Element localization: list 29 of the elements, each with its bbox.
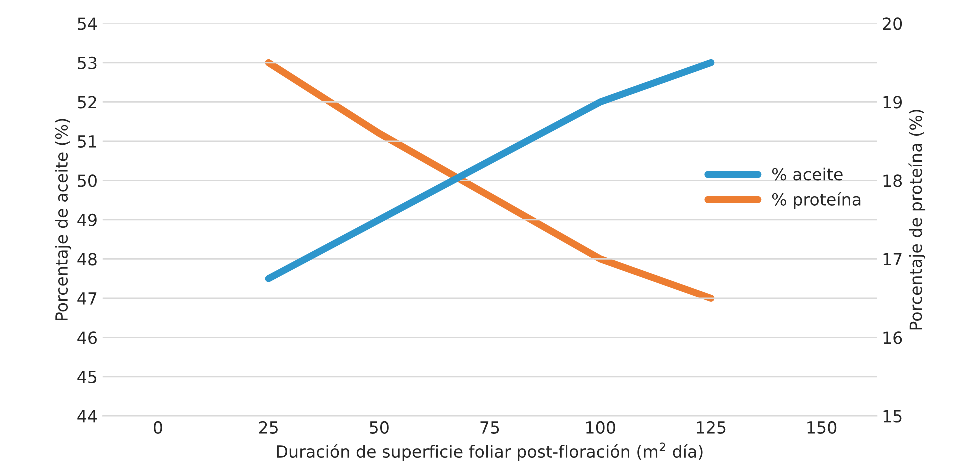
y-tick-label: 48 <box>78 253 97 266</box>
y-tick-label: 46 <box>78 332 97 344</box>
y2-tick-label: 19 <box>884 96 902 109</box>
y2-tick-label: 20 <box>883 18 902 30</box>
x-tick-label: 0 <box>154 421 162 434</box>
y2-tick-label: 15 <box>884 410 902 423</box>
y2-tick-label: 17 <box>884 253 902 266</box>
legend-label: % aceite <box>772 168 843 181</box>
y2-tick-label: 16 <box>884 332 902 344</box>
x-tick-label: 125 <box>697 421 726 434</box>
y-tick-label: 54 <box>78 18 98 30</box>
y2-tick-label: 18 <box>884 174 902 188</box>
x-tick-label: 25 <box>259 421 278 434</box>
y-tick-label: 51 <box>78 136 96 148</box>
y-tick-label: 53 <box>78 56 97 70</box>
y-tick-label: 49 <box>78 214 97 227</box>
y-tick-label: 52 <box>78 96 96 109</box>
y-axis-title: Porcentaje de aceite (%) <box>55 119 72 320</box>
y-tick-label: 44 <box>78 410 98 423</box>
x-tick-label: 150 <box>808 421 837 434</box>
y2-axis-title: Porcentaje de proteína (%) <box>908 110 926 330</box>
y-tick-label: 50 <box>78 174 97 188</box>
x-axis-title: Duración de superficie foliar post-floración (m$^{2}$ día) <box>277 442 703 462</box>
legend-label: % proteína <box>772 192 861 210</box>
y-tick-label: 47 <box>78 292 97 305</box>
x-tick-label: 100 <box>586 421 616 434</box>
x-tick-label: 50 <box>370 421 389 434</box>
y-tick-label: 45 <box>78 371 97 384</box>
x-tick-label: 75 <box>480 422 500 434</box>
